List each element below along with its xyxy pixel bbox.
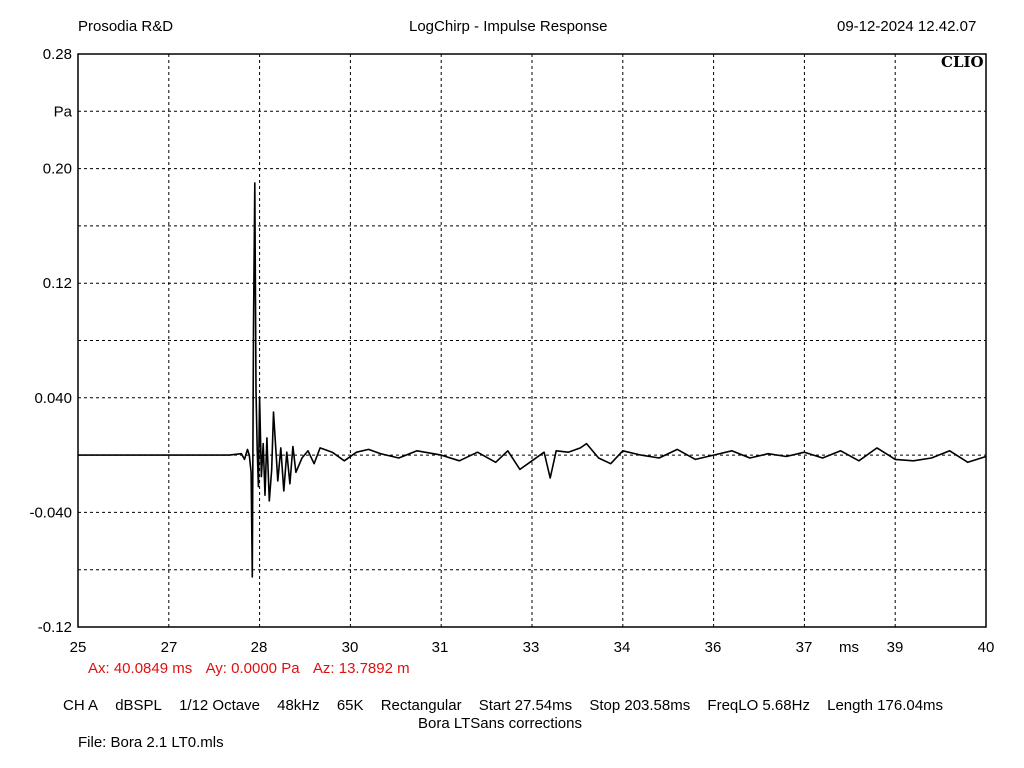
x-axis-unit: ms	[839, 639, 859, 656]
setting-start: Start 27.54ms	[478, 697, 573, 714]
y-tick-label: 0.040	[34, 390, 72, 407]
y-tick-label: -0.040	[29, 504, 72, 521]
cursor-az: Az: 13.7892 m	[312, 660, 410, 677]
company-label: Prosodia R&D	[78, 18, 174, 35]
setting-size: 65K	[336, 697, 364, 714]
x-tick-label: 39	[887, 639, 904, 656]
chart-title: LogChirp - Impulse Response	[409, 18, 608, 35]
impulse-trace	[78, 182, 987, 578]
setting-stop: Stop 203.58ms	[589, 697, 691, 714]
datetime-label: 09-12-2024 12.42.07	[837, 18, 977, 35]
y-axis-ticks: 0.28 Pa 0.20 0.12 0.040 -0.040 -0.12	[29, 46, 72, 636]
x-tick-label: 40	[978, 639, 995, 656]
clio-logo: CLIO	[941, 53, 984, 71]
x-tick-label: 27	[161, 639, 178, 656]
plot-frame	[77, 53, 987, 628]
y-tick-label: 0.28	[43, 46, 72, 63]
x-tick-label: 28	[251, 639, 268, 656]
setting-window: Rectangular	[380, 697, 462, 714]
setting-sample-rate: 48kHz	[277, 697, 320, 714]
x-axis-ticks: 25 27 28 30 31 33 34 36 37 39 40 ms	[70, 639, 995, 656]
x-tick-label: 25	[70, 639, 87, 656]
setting-freqlo: FreqLO 5.68Hz	[707, 697, 810, 714]
x-tick-label: 37	[796, 639, 813, 656]
setting-channel: CH A	[63, 697, 99, 714]
y-tick-label: 0.12	[43, 275, 72, 292]
setting-smoothing: 1/12 Octave	[179, 697, 260, 714]
x-tick-label: 33	[523, 639, 540, 656]
x-tick-label: 34	[614, 639, 631, 656]
x-tick-label: 31	[432, 639, 449, 656]
measurement-notes: Bora LTSans corrections	[418, 715, 582, 732]
setting-unit: dBSPL	[115, 697, 162, 714]
x-tick-label: 36	[705, 639, 722, 656]
cursor-ay: Ay: 0.0000 Pa	[205, 660, 300, 677]
y-tick-label: 0.20	[43, 161, 72, 178]
measurement-settings: CH A dBSPL 1/12 Octave 48kHz 65K Rectang…	[63, 697, 956, 714]
cursor-ax: Ax: 40.0849 ms	[88, 660, 193, 677]
chart-grid	[78, 54, 986, 627]
y-tick-label: -0.12	[38, 619, 72, 636]
y-tick-label: Pa	[54, 103, 73, 120]
x-tick-label: 30	[342, 639, 359, 656]
cursor-readout: Ax: 40.0849 ms Ay: 0.0000 Pa Az: 13.7892…	[88, 660, 420, 677]
file-name: File: Bora 2.1 LT0.mls	[78, 734, 224, 751]
setting-length: Length 176.04ms	[827, 697, 944, 714]
